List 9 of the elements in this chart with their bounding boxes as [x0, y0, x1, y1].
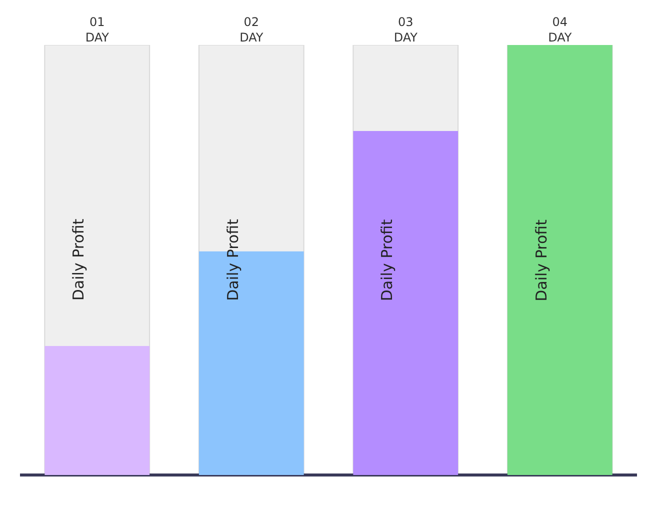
annotation: Daily Profit	[70, 218, 88, 301]
annotation: Daily Profit	[378, 219, 396, 302]
annotation: Daily Profit	[532, 219, 550, 302]
x-tick-label: 02 DAY	[240, 15, 264, 45]
x-tick-label: 01 DAY	[85, 15, 110, 45]
x-tick-label: 03 DAY	[394, 15, 418, 45]
x-tick-label: 04 DAY	[548, 15, 572, 45]
bar	[44, 346, 150, 475]
annotation: Daily Profit	[224, 218, 242, 301]
